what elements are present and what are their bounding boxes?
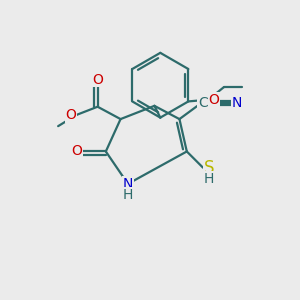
Text: C: C: [198, 96, 208, 110]
Text: H: H: [204, 172, 214, 186]
Text: H: H: [123, 188, 133, 202]
Text: O: O: [208, 93, 219, 106]
Text: N: N: [232, 96, 242, 110]
Text: O: O: [71, 145, 82, 158]
Text: O: O: [92, 73, 103, 87]
Text: S: S: [204, 159, 214, 177]
Text: O: O: [66, 108, 76, 122]
Text: N: N: [123, 177, 133, 191]
